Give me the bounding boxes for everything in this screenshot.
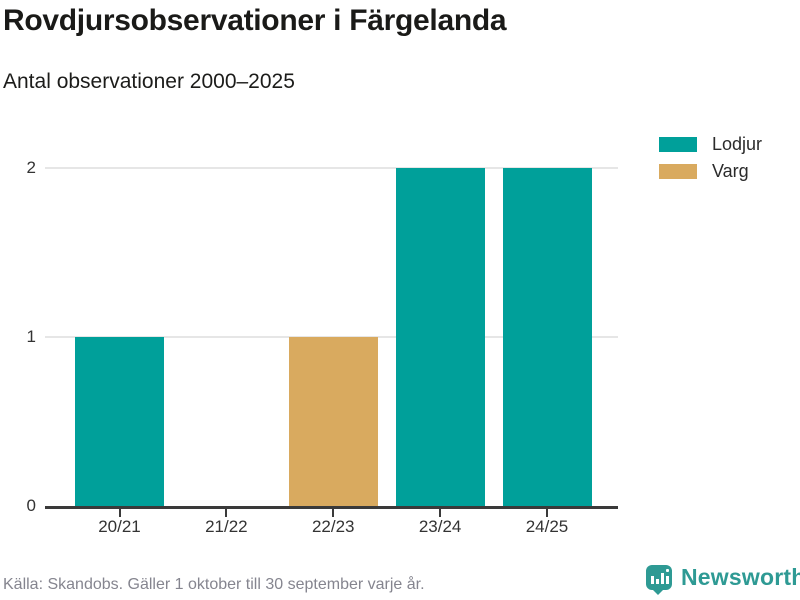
newsworthy-bubble-icon <box>646 565 672 595</box>
x-axis-label-22/23: 22/23 <box>311 517 355 536</box>
logo-bar-icon <box>651 576 654 584</box>
y-axis-label-1: 1 <box>26 327 36 346</box>
legend-item-lodjur: Lodjur <box>659 134 763 154</box>
x-axis-label-20/21: 20/21 <box>98 517 141 536</box>
logo-bar-icon <box>661 573 664 584</box>
newsworthy-logo: Newsworthy <box>646 564 800 595</box>
legend-swatch-icon <box>659 163 697 179</box>
legend: Lodjur Varg <box>659 134 763 190</box>
x-axis-tick-21/22 <box>225 509 228 517</box>
bar-23/24-lodjur <box>395 168 485 506</box>
y-axis-label-2: 2 <box>26 158 36 177</box>
bar-20/21-lodjur <box>75 337 164 506</box>
logo-dot-icon <box>666 569 669 572</box>
gridline-y2 <box>45 167 618 169</box>
bar-22/23-varg <box>288 337 378 506</box>
chart-subtitle: Antal observationer 2000–2025 <box>3 70 295 93</box>
x-axis-tick-23/24 <box>439 509 442 517</box>
x-axis-tick-22/23 <box>332 509 335 517</box>
legend-label: Lodjur <box>712 134 763 154</box>
source-note: Källa: Skandobs. Gäller 1 oktober till 3… <box>3 576 425 593</box>
logo-bar-icon <box>666 576 669 584</box>
x-axis-tick-24/25 <box>546 509 548 517</box>
newsworthy-wordmark: Newsworthy <box>681 564 800 590</box>
y-axis-label-0: 0 <box>26 496 36 515</box>
logo-bubble-tail <box>652 589 664 595</box>
chart-title: Rovdjursobservationer i Färgelanda <box>3 4 507 37</box>
legend-swatch-icon <box>659 136 697 152</box>
x-axis-line <box>45 506 618 509</box>
logo-bar-icon <box>656 579 659 584</box>
bar-24/25-lodjur <box>502 168 592 506</box>
x-axis-label-21/22: 21/22 <box>205 517 248 536</box>
x-axis-tick-20/21 <box>118 509 121 517</box>
x-axis-label-24/25: 24/25 <box>525 517 569 536</box>
legend-label: Varg <box>712 161 749 181</box>
legend-item-varg: Varg <box>659 161 762 181</box>
x-axis-label-23/24: 23/24 <box>418 517 462 536</box>
